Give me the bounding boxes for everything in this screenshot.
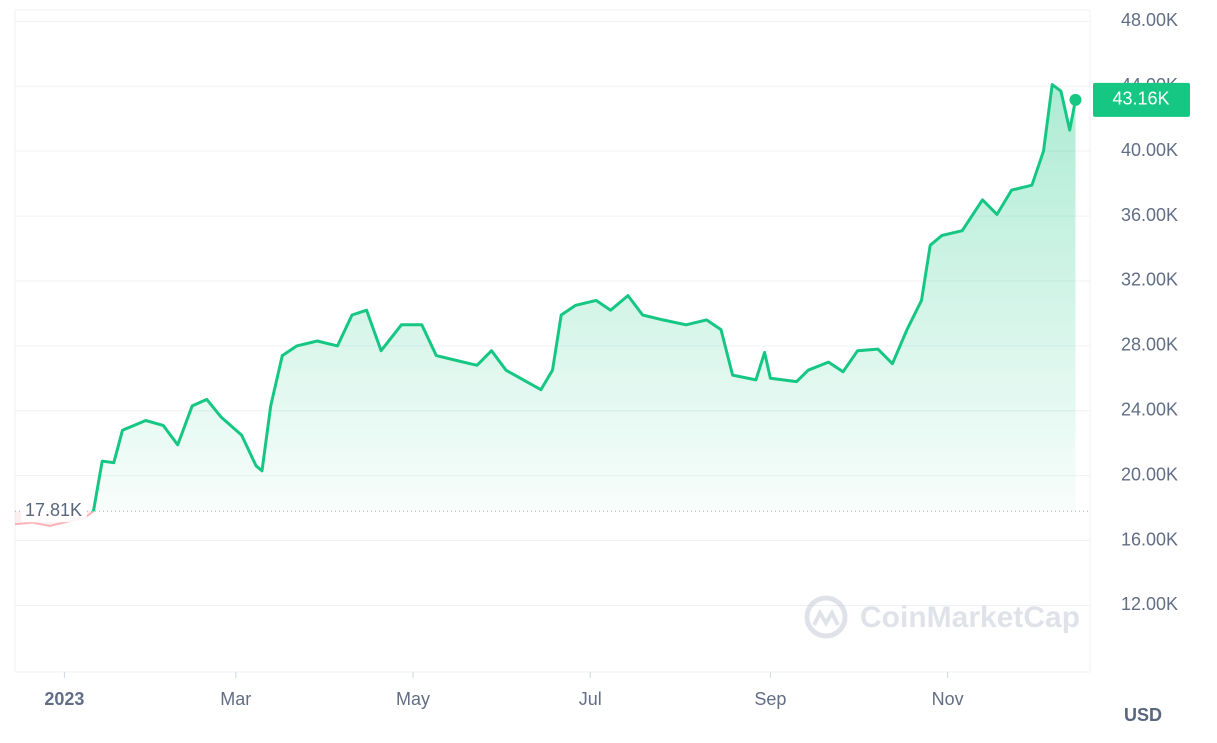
x-tick-label: May <box>396 689 430 709</box>
reference-label: 17.81K <box>25 500 82 520</box>
reference-label-bg <box>21 500 87 523</box>
y-tick-label: 28.00K <box>1121 335 1178 355</box>
x-tick-label: Sep <box>754 689 786 709</box>
x-tick-label: Mar <box>220 689 251 709</box>
x-tick-label: Nov <box>932 689 964 709</box>
y-tick-label: 40.00K <box>1121 140 1178 160</box>
watermark-logo <box>812 608 840 627</box>
price-badge <box>1093 82 1190 117</box>
area <box>15 84 1076 512</box>
watermark: CoinMarketCap <box>804 595 1080 639</box>
plot: 17.81K <box>15 83 1090 528</box>
plot-frame <box>14 9 1091 673</box>
y-tick-label: 12.00K <box>1121 594 1178 614</box>
x-tick-label: Jul <box>579 689 602 709</box>
watermark-text: CoinMarketCap <box>860 601 1080 634</box>
x-tick-label: 2023 <box>44 689 84 709</box>
y-tick-label: 20.00K <box>1121 464 1178 484</box>
price-badge-label: 43.16K <box>1112 89 1169 109</box>
y-tick-label: 32.00K <box>1121 270 1178 290</box>
price-line <box>91 83 1077 512</box>
y-tick-label: 16.00K <box>1121 529 1178 549</box>
y-tick-label: 36.00K <box>1121 205 1178 225</box>
y-tick-label: 48.00K <box>1121 10 1178 30</box>
currency-label: USD <box>1124 705 1162 725</box>
last-point <box>1069 93 1082 106</box>
watermark-logo <box>804 595 848 639</box>
y-tick-label: 24.00K <box>1121 400 1178 420</box>
